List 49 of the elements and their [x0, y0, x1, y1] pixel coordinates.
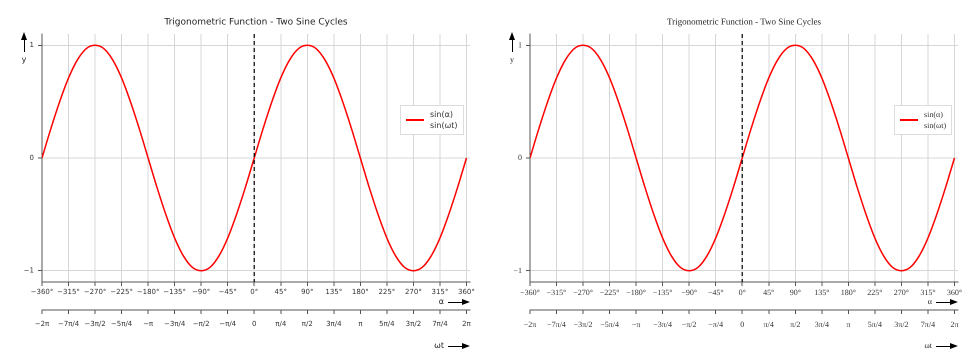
- x-tick-label: 45°: [763, 288, 774, 297]
- x2-tick-label: −5π/4: [600, 320, 619, 329]
- x2-tick-label: 7π/4: [920, 320, 936, 329]
- x2-tick-label: 0: [740, 320, 744, 329]
- x-tick-label: −180°: [626, 288, 646, 297]
- x2-tick-label: 2π: [950, 320, 958, 329]
- x-tick-label: 0°: [738, 288, 746, 297]
- x2-tick-label: π/4: [764, 320, 774, 329]
- y-tick-label: 1: [518, 40, 522, 50]
- x-tick-label: 360°: [946, 288, 962, 297]
- x-tick-label: 270°: [894, 288, 910, 297]
- x-tick-label: −360°: [520, 288, 540, 297]
- x2-tick-label: −π/2: [682, 320, 697, 329]
- y-axis-title: y: [510, 55, 514, 64]
- x2-tick-label: 5π/4: [868, 320, 882, 329]
- chart-title: Trigonometric Function - Two Sine Cycles: [666, 16, 822, 26]
- x2-tick-label: −2π: [524, 320, 536, 329]
- x2-tick-label: −π/4: [708, 320, 724, 329]
- x2-tick-label: 3π/4: [814, 320, 829, 329]
- x2-tick-label: −7π/4: [547, 320, 566, 329]
- x-tick-label: −90°: [681, 288, 698, 297]
- x2-tick-label: π/2: [790, 320, 800, 329]
- x-tick-label: −135°: [652, 288, 673, 297]
- y-axis-title: y: [22, 55, 27, 64]
- line-series: [530, 44, 956, 272]
- y-tick-label: 0: [518, 153, 522, 162]
- x2-tick-label: π: [846, 320, 850, 329]
- x2-tick-label: −π: [632, 320, 640, 329]
- legend-label: sin(α) sin(ωt): [430, 109, 458, 131]
- x2-tick-label: −3π/4: [653, 320, 672, 329]
- chart-title: Trigonometric Function - Two Sine Cycles: [163, 17, 348, 28]
- x2-tick-label: 3π/2: [894, 320, 909, 329]
- line-series: [42, 44, 468, 272]
- x-tick-label: −225°: [600, 288, 620, 297]
- x2-axis-title: ωt: [924, 341, 933, 350]
- x-tick-label: 135°: [814, 288, 830, 297]
- x-tick-label: −315°: [546, 288, 566, 297]
- x2-axis-title: ωt: [434, 341, 444, 350]
- x-tick-label: 315°: [920, 288, 936, 297]
- y-tick-label: −1: [513, 266, 522, 275]
- x-tick-label: 225°: [867, 288, 882, 297]
- legend-label: sin(α) sin(ωt): [924, 109, 946, 131]
- x-tick-label: −270°: [573, 288, 593, 297]
- x-axis-title: α: [438, 297, 444, 306]
- x-tick-label: 180°: [840, 288, 856, 297]
- x2-tick-label: −3π/2: [574, 320, 592, 329]
- x-tick-label: −45°: [708, 288, 724, 297]
- x-tick-label: 90°: [790, 288, 801, 297]
- x-axis-title: α: [928, 297, 933, 306]
